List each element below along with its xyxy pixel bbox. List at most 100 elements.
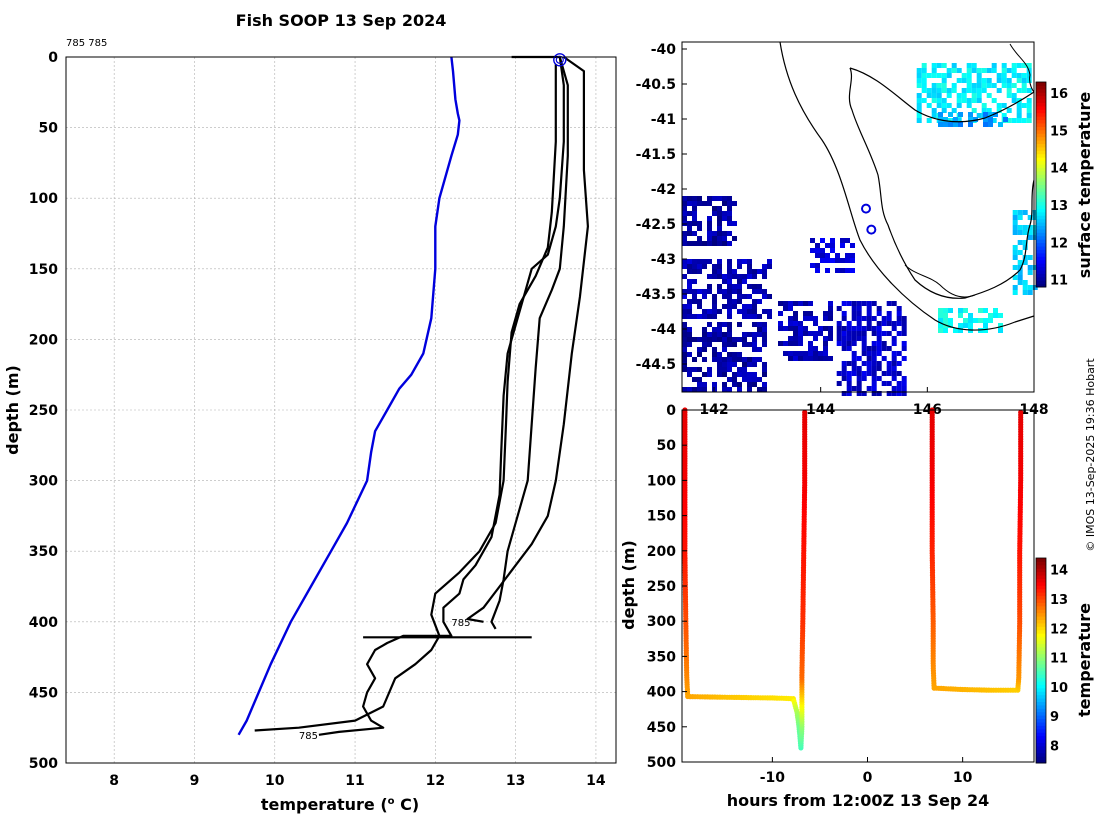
map-cell-warm-bass [941,108,947,113]
map-cell-cold-west-3 [717,327,722,332]
map-cell-cold-south-2 [891,376,897,381]
map-cell-cold-west-2 [702,259,707,264]
map-cell-warm-bass [961,78,967,83]
map-cell-cold-west-2 [692,314,697,319]
map-cell-mid-bass [983,117,988,122]
map-cell-warm-bass [1016,108,1022,113]
map-cell-cold-south-2 [876,346,882,351]
map-cell-cold-west-3 [702,387,707,392]
map-cell-cold-west-2 [727,299,732,304]
map-cell-cold-south-1 [798,331,803,336]
map-cell-cold-west-3 [717,362,722,367]
map-cell-mid-bass [983,112,988,117]
map-colorbar-step [1036,85,1046,90]
tasmania-coast [848,67,1035,299]
map-cell-cold-west-3 [697,377,702,382]
map-cell-cold-south-1 [778,311,783,316]
map-cell-east-coast [1022,285,1028,290]
map-cell-cold-south-1 [793,301,798,306]
map-cell-mid-bass [968,117,973,122]
map-cell-cold-west-3 [742,337,747,342]
map-cell-warm-bass [931,113,937,118]
map-cell-cold-west-3 [742,377,747,382]
map-cell-warm-bass [1001,83,1007,88]
map-cell-warm-bass [926,118,932,123]
map-cell-cold-west-1 [717,226,722,231]
map-cell-cold-south-2 [851,301,857,306]
section-colorbar-tick: 14 [1050,564,1068,579]
map-cell-cold-west-2 [737,264,742,269]
section-colorbar-step [1036,742,1046,747]
map-cell-cold-west-3 [702,347,707,352]
map-cell-cold-west-3 [682,387,687,392]
section-colorbar-step [1036,687,1046,692]
map-cell-cold-west-3 [727,342,732,347]
map-cell-cold-south-2 [871,386,877,391]
map-cell-cold-west-3 [712,347,717,352]
map-cell-cold-west-3 [682,352,687,357]
map-cell-cold-south-1 [783,351,788,356]
map-cell-east-coast [1032,215,1038,220]
map-cell-cold-south-2 [851,341,857,346]
map-colorbar-step [1036,235,1046,240]
map-cell-cold-west-3 [722,357,727,362]
map-cell-cold-west-3 [742,367,747,372]
map-station-marker [861,203,871,214]
map-cell-south-east [973,318,978,323]
map-cell-east-coast [1027,270,1033,275]
map-cell-cold-south-2 [866,356,872,361]
map-cell-mid-bass [943,117,948,122]
map-cell-cold-west-1 [717,196,722,201]
map-cell-south-east [993,308,998,313]
map-cell-cold-west-2 [727,279,732,284]
map-cell-east-coast [1022,210,1028,215]
map-cell-cold-west-3 [702,332,707,337]
section-colorbar-step [1036,592,1046,597]
map-cell-cold-south-1 [808,356,813,361]
section-ytick-label: 450 [647,720,676,736]
map-cell-warm-bass [1001,103,1007,108]
map-cell-cold-west-2 [732,289,737,294]
section-colorbar: 8 9 10 11 12 13 14 [1035,557,1068,764]
map-cell-cold-south-2 [861,316,867,321]
map-cell-east-coast [1027,290,1033,295]
map-cell-warm-bass [1016,73,1022,78]
map-cell-cold-west-1 [722,216,727,221]
map-cell-cold-south-2 [851,316,857,321]
shelf-contour [779,41,1035,331]
map-cell-east-coast [1027,230,1033,235]
map-cell-cold-west-2 [712,269,717,274]
map-cell-cold-west-3 [697,367,702,372]
map-colorbar-tick: 12 [1050,236,1068,251]
map-cell-warm-bass [971,98,977,103]
map-cell-cold-west-2 [717,274,722,279]
map-cell-cold-south-1 [783,301,788,306]
section-colorbar-step [1036,718,1046,723]
map-cell-cold-south-2 [901,341,907,346]
map-cell-cold-west-2 [752,289,757,294]
map-cell-cold-west-2 [717,309,722,314]
map-cell-cold-west-2 [692,299,697,304]
map-cell-cold-west-1 [727,216,732,221]
map-cell-cold-west-1 [712,206,717,211]
map-cell-warm-bass [956,68,962,73]
map-cell-cold-south-1 [823,326,828,331]
map-cell-cold-west-2 [707,314,712,319]
map-cell-cold-west-3 [692,377,697,382]
map-cell-cold-south-1 [813,351,818,356]
map-cell-east-coast [1022,230,1028,235]
map-colorbar-step [1036,228,1046,233]
map-cell-warm-bass [1026,88,1032,93]
map-cell-warm-bass [916,98,922,103]
map-cell-east-coast [1017,215,1023,220]
map-station-marker [866,224,877,235]
map-stations [861,203,877,235]
map-cell-cold-west-2 [697,299,702,304]
map-cell-cold-south-2 [836,381,842,386]
map-cell-cold-west-3 [742,342,747,347]
map-cell-cold-south-2 [856,301,862,306]
map-cell-warm-bass [1026,118,1032,123]
map-colorbar-step [1036,242,1046,247]
map-cell-cold-south-1 [823,316,828,321]
map-cell-east-coast [1017,230,1023,235]
